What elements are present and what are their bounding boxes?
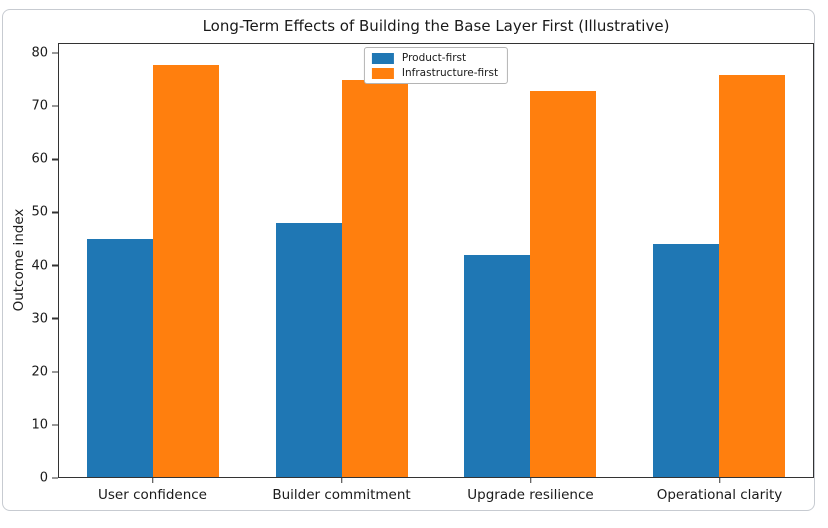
y-tick-label: 50 (31, 204, 48, 220)
y-tick-label: 40 (31, 258, 48, 274)
y-tick-label: 60 (31, 151, 48, 167)
y-tick: 40 (31, 258, 58, 273)
y-tick: 80 (31, 46, 58, 61)
y-tick-label: 10 (31, 417, 48, 433)
y-tick-mark (52, 211, 58, 214)
y-tick: 60 (31, 152, 58, 167)
legend-label: Product-first (401, 52, 467, 64)
x-tick-label: User confidence (98, 487, 207, 503)
figure-card: Long-Term Effects of Building the Base L… (2, 9, 815, 511)
legend-swatch-product-first (371, 52, 394, 64)
bar-infrastructure-first-upgrade-resilience (530, 91, 597, 477)
y-tick-mark (52, 105, 58, 107)
y-tick: 30 (31, 311, 58, 326)
y-axis: 0 10 20 30 40 50 60 70 80 (3, 43, 58, 486)
plot-area: Product-first Infrastructure-first (58, 43, 814, 478)
y-tick-mark (52, 158, 58, 161)
bar-infrastructure-first-builder-commitment (341, 80, 408, 477)
y-tick-mark (52, 371, 58, 373)
x-tick-mark (151, 478, 154, 483)
y-tick-label: 80 (31, 45, 48, 61)
y-tick-label: 0 (39, 470, 48, 486)
y-tick-label: 30 (31, 311, 48, 327)
bars (59, 44, 813, 477)
y-tick-label: 20 (31, 364, 48, 380)
x-ticks (58, 478, 814, 484)
legend-item: Infrastructure-first (371, 67, 499, 80)
y-tick-label: 70 (31, 98, 48, 114)
x-tick-mark (529, 478, 532, 483)
legend-label: Infrastructure-first (401, 67, 499, 80)
y-tick: 0 (40, 471, 58, 486)
y-tick-mark (52, 424, 58, 426)
x-tick-mark (340, 478, 343, 483)
legend: Product-first Infrastructure-first (363, 47, 509, 85)
bar-infrastructure-first-user-confidence (153, 64, 220, 477)
bar-product-first-upgrade-resilience (464, 254, 531, 477)
y-tick-mark (52, 264, 58, 267)
bar-product-first-operational-clarity (652, 244, 719, 477)
bar-product-first-user-confidence (87, 239, 154, 477)
x-labels: User confidence Builder commitment Upgrade… (58, 487, 814, 503)
bar-group-user-confidence (59, 44, 248, 477)
x-tick-label: Upgrade resilience (467, 487, 594, 503)
bar-infrastructure-first-operational-clarity (718, 75, 785, 477)
y-tick-mark (52, 52, 58, 54)
x-tick-label: Builder commitment (272, 487, 411, 503)
y-tick: 20 (31, 364, 58, 379)
x-tick-mark (718, 478, 721, 483)
bar-group-builder-commitment (248, 44, 437, 477)
y-tick: 70 (31, 99, 58, 114)
y-tick-mark (52, 317, 58, 320)
y-tick: 10 (31, 417, 58, 432)
bar-product-first-builder-commitment (275, 223, 342, 477)
y-tick-mark (52, 477, 58, 479)
chart-title: Long-Term Effects of Building the Base L… (202, 17, 670, 35)
bar-group-operational-clarity (625, 44, 814, 477)
bar-group-upgrade-resilience (436, 44, 625, 477)
x-tick-label: Operational clarity (656, 487, 783, 503)
legend-item: Product-first (371, 52, 498, 64)
y-tick: 50 (31, 205, 58, 220)
legend-swatch-infrastructure-first (371, 67, 394, 79)
